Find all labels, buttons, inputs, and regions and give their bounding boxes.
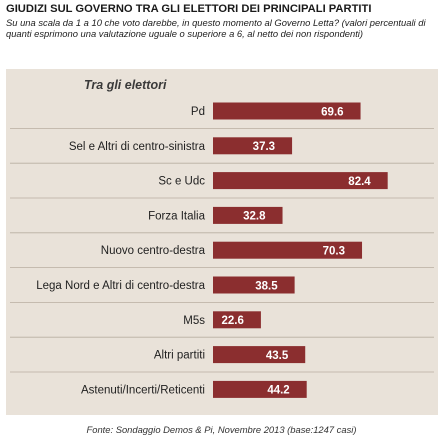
category-label: Pd bbox=[191, 106, 205, 118]
bar bbox=[213, 241, 363, 259]
category-label: Forza Italia bbox=[148, 210, 205, 222]
bar bbox=[213, 380, 307, 398]
category-label: Astenuti/Incerti/Reticenti bbox=[81, 384, 205, 396]
source-note: Fonte: Sondaggio Demos & Pi, Novembre 20… bbox=[86, 424, 357, 435]
chart-subtitle: Su una scala da 1 a 10 che voto darebbe,… bbox=[6, 17, 426, 40]
category-label: Sel e Altri di centro-sinistra bbox=[69, 141, 206, 153]
value-label: 37.3 bbox=[253, 141, 275, 153]
bar bbox=[213, 206, 283, 224]
value-label: 69.6 bbox=[321, 106, 343, 118]
bar-chart: Pd 69.6 Sel e Altri di centro-sinistra 37.3… bbox=[10, 102, 434, 398]
bar bbox=[213, 137, 293, 155]
bar bbox=[213, 311, 261, 329]
category-label: Lega Nord e Altri di centro-destra bbox=[36, 280, 205, 292]
panel-title: Tra gli elettori bbox=[84, 78, 167, 92]
bar bbox=[213, 346, 306, 364]
value-label: 22.6 bbox=[222, 315, 244, 327]
category-label: M5s bbox=[183, 315, 205, 327]
value-label: 32.8 bbox=[243, 211, 266, 223]
category-label: Sc e Udc bbox=[158, 176, 205, 188]
category-label: Altri partiti bbox=[154, 350, 205, 362]
value-label: 70.3 bbox=[323, 246, 345, 258]
value-label: 38.5 bbox=[255, 280, 278, 292]
category-label: Nuovo centro-destra bbox=[101, 245, 206, 257]
value-label: 43.5 bbox=[266, 350, 289, 362]
chart-title: GIUDIZI SUL GOVERNO TRA GLI ELETTORI DEI… bbox=[6, 3, 372, 15]
bar bbox=[213, 276, 295, 294]
value-label: 44.2 bbox=[267, 385, 289, 397]
bar bbox=[213, 172, 388, 190]
value-label: 82.4 bbox=[348, 176, 371, 188]
bar bbox=[213, 102, 361, 120]
